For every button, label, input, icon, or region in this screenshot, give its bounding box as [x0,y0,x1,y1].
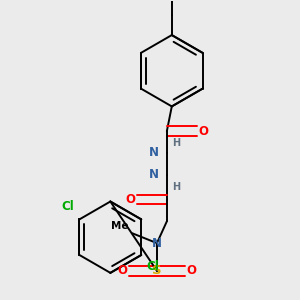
Text: S: S [152,264,162,278]
Text: O: O [199,125,208,138]
Text: O: O [117,264,127,278]
Text: O: O [125,193,135,206]
Text: Cl: Cl [62,200,74,213]
Text: N: N [149,146,159,160]
Text: N: N [152,237,162,250]
Text: N: N [149,168,159,181]
Text: O: O [187,264,196,278]
Text: H: H [172,182,180,192]
Text: Cl: Cl [146,260,159,273]
Text: Me: Me [111,221,128,231]
Text: H: H [172,138,180,148]
